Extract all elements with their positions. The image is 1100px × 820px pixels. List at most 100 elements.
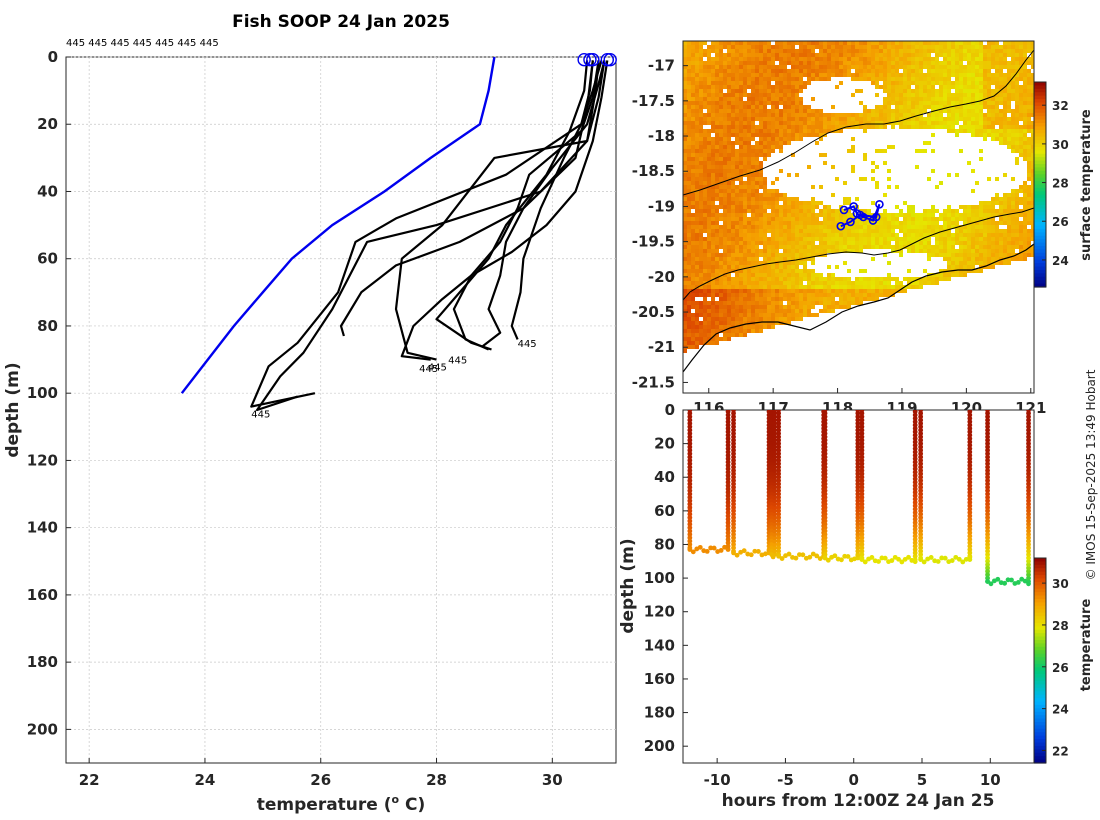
sst-cell [731, 133, 735, 137]
sst-cell [995, 193, 999, 197]
sst-cell [863, 113, 867, 117]
sst-cell [759, 165, 763, 169]
timeseries-point [776, 538, 782, 544]
sst-cell [803, 269, 807, 273]
sst-cell [739, 153, 743, 157]
sst-cell [799, 229, 803, 233]
sst-cell [711, 337, 715, 341]
sst-cell [759, 85, 763, 89]
sst-cell [695, 309, 699, 313]
y-tick-label: 100 [27, 384, 58, 402]
timeseries-point [772, 444, 777, 450]
sst-cell [751, 81, 755, 85]
sst-cell [771, 317, 775, 321]
sst-cell [707, 329, 711, 333]
sst-cell [1011, 117, 1015, 121]
sst-cell [863, 293, 867, 297]
sst-cell [739, 317, 743, 321]
sst-cell [723, 57, 727, 61]
sst-cell [859, 249, 863, 253]
sst-cell [943, 125, 947, 129]
sst-cell [775, 101, 779, 105]
sst-cell [707, 53, 711, 57]
sst-cell [935, 229, 939, 233]
sst-cell [995, 121, 999, 125]
sst-cell [963, 129, 967, 133]
sst-cell [699, 113, 703, 117]
sst-cell [715, 337, 719, 341]
sst-cell [947, 117, 951, 121]
sst-cell [963, 41, 967, 45]
sst-cell [959, 225, 963, 229]
sst-cell [855, 113, 859, 117]
sst-cell [695, 325, 699, 329]
sst-cell [707, 57, 711, 61]
sst-cell [719, 185, 723, 189]
sst-cell [755, 81, 759, 85]
sst-cell [735, 41, 739, 45]
timeseries-point [825, 557, 831, 563]
sst-cell [847, 237, 851, 241]
sst-cell [843, 297, 847, 301]
sst-cell [715, 181, 719, 185]
sst-cell [855, 289, 859, 293]
sst-cell [911, 45, 915, 49]
sst-cell [963, 81, 967, 85]
sst-cell [727, 161, 731, 165]
sst-cell [867, 293, 871, 297]
sst-cell [715, 165, 719, 169]
sst-cell [695, 85, 699, 89]
sst-cell [811, 313, 815, 317]
sst-cell [711, 129, 715, 133]
sst-cell [839, 113, 843, 117]
sst-cell [899, 65, 903, 69]
timeseries-point [772, 505, 777, 510]
sst-cell [787, 277, 791, 281]
sst-cell [815, 281, 819, 285]
cast-line [452, 60, 600, 351]
sst-cell [711, 221, 715, 225]
sst-cell [891, 45, 895, 49]
sst-cell [743, 265, 747, 269]
timeseries-point [725, 416, 731, 421]
sst-cell [699, 205, 703, 209]
sst-cell [799, 101, 803, 105]
sst-cell [983, 105, 987, 109]
sst-cell [687, 105, 691, 109]
sst-cell [887, 241, 891, 245]
sst-cell [715, 333, 719, 337]
sst-cell [683, 241, 687, 245]
sst-cell [903, 49, 907, 53]
sst-cell [711, 285, 715, 289]
sst-cell [731, 309, 735, 313]
sst-cell [683, 121, 687, 125]
sst-cell [707, 73, 711, 77]
sst-cell [703, 273, 707, 277]
sst-cell [727, 321, 731, 325]
sst-cell [971, 45, 975, 49]
sst-cell [831, 209, 835, 213]
sst-cell [759, 237, 763, 241]
sst-cell [791, 201, 795, 205]
sst-cell [687, 285, 691, 289]
sst-cell [695, 285, 699, 289]
sst-cell [979, 213, 983, 217]
sst-cell [691, 81, 695, 85]
sst-cell [827, 249, 831, 253]
sst-cell [707, 229, 711, 233]
sst-cell [751, 93, 755, 97]
sst-cell [1031, 137, 1034, 141]
sst-cell [779, 61, 783, 65]
sst-cell [795, 225, 799, 229]
timeseries-point [731, 464, 736, 470]
sst-cell [887, 97, 891, 101]
sst-cell [739, 173, 743, 177]
sst-cell [1007, 213, 1011, 217]
sst-cell [843, 61, 847, 65]
sst-cell [735, 325, 739, 329]
sst-cell [711, 157, 715, 161]
sst-cell [1003, 81, 1007, 85]
sst-cell [995, 97, 999, 101]
sst-cell [855, 65, 859, 69]
sst-cell [963, 125, 967, 129]
